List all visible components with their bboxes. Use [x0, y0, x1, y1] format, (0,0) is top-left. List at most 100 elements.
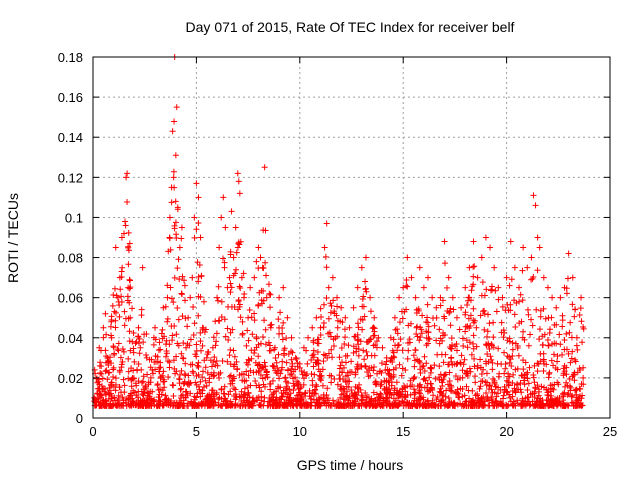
data-point — [531, 362, 538, 369]
data-point — [103, 331, 110, 338]
data-point — [152, 353, 159, 360]
data-point — [174, 204, 181, 211]
data-point — [244, 384, 251, 391]
data-point — [509, 339, 516, 346]
data-point — [259, 333, 266, 340]
data-point — [535, 392, 542, 399]
data-point — [488, 341, 495, 348]
data-point — [118, 364, 125, 371]
data-point — [300, 375, 307, 382]
data-point — [448, 335, 455, 342]
data-point — [412, 389, 419, 396]
data-point — [328, 302, 335, 309]
data-point — [120, 397, 127, 404]
data-point — [400, 284, 407, 291]
data-point — [363, 288, 370, 295]
data-point — [284, 391, 291, 398]
data-point — [329, 354, 336, 361]
data-point — [358, 400, 365, 407]
data-point — [233, 249, 240, 256]
data-point — [340, 364, 347, 371]
data-point — [388, 391, 395, 398]
data-point — [236, 402, 243, 409]
data-point — [197, 234, 204, 241]
data-point — [138, 366, 145, 373]
data-point — [468, 399, 475, 406]
data-point — [150, 370, 157, 377]
data-point — [125, 368, 132, 375]
data-point — [202, 364, 209, 371]
data-point — [500, 334, 507, 341]
data-point — [359, 303, 366, 310]
data-point — [235, 240, 242, 247]
data-point — [309, 352, 316, 359]
data-point — [127, 277, 134, 284]
data-point — [513, 299, 520, 306]
data-point — [122, 315, 129, 322]
data-point — [273, 359, 280, 366]
data-point — [565, 390, 572, 397]
data-point — [370, 332, 377, 339]
data-point — [140, 373, 147, 380]
data-point — [350, 304, 357, 311]
data-point — [420, 362, 427, 369]
data-point — [346, 324, 353, 331]
data-point — [225, 391, 232, 398]
data-point — [470, 345, 477, 352]
data-point — [318, 377, 325, 384]
data-point — [289, 349, 296, 356]
data-point — [267, 291, 274, 298]
data-point — [170, 174, 177, 181]
data-point — [116, 302, 123, 309]
data-point — [215, 401, 222, 408]
data-point — [397, 391, 404, 398]
data-point — [548, 357, 555, 364]
data-point — [160, 304, 167, 311]
data-point — [238, 388, 245, 395]
data-point — [437, 371, 444, 378]
data-point — [569, 301, 576, 308]
data-point — [262, 326, 269, 333]
data-point — [426, 336, 433, 343]
data-point — [200, 384, 207, 391]
data-point — [170, 402, 177, 409]
data-point — [157, 386, 164, 393]
data-point — [279, 358, 286, 365]
data-point — [472, 373, 479, 380]
data-point — [276, 399, 283, 406]
data-point — [459, 367, 466, 374]
data-point — [463, 383, 470, 390]
data-point — [405, 339, 412, 346]
data-point — [362, 254, 369, 261]
data-point — [543, 386, 550, 393]
data-point — [195, 312, 202, 319]
data-point — [240, 294, 247, 301]
data-point — [342, 314, 349, 321]
data-point — [501, 370, 508, 377]
data-point — [414, 333, 421, 340]
data-point — [135, 324, 142, 331]
data-point — [425, 329, 432, 336]
data-point — [262, 259, 269, 266]
data-point — [185, 372, 192, 379]
data-point — [270, 402, 277, 409]
data-point — [119, 394, 126, 401]
data-point — [415, 306, 422, 313]
data-point — [507, 398, 514, 405]
x-tick-labels: 0 5 10 15 20 25 — [89, 424, 617, 439]
data-point — [495, 284, 502, 291]
data-point — [130, 375, 137, 382]
data-point — [227, 380, 234, 387]
data-point — [171, 222, 178, 229]
data-point — [272, 354, 279, 361]
data-point — [257, 254, 264, 261]
data-point — [495, 296, 502, 303]
data-point — [155, 401, 162, 408]
data-point — [236, 241, 243, 248]
data-point — [194, 390, 201, 397]
data-point — [173, 331, 180, 338]
data-point — [470, 273, 477, 280]
data-point — [367, 294, 374, 301]
data-point — [534, 360, 541, 367]
data-point — [130, 349, 137, 356]
